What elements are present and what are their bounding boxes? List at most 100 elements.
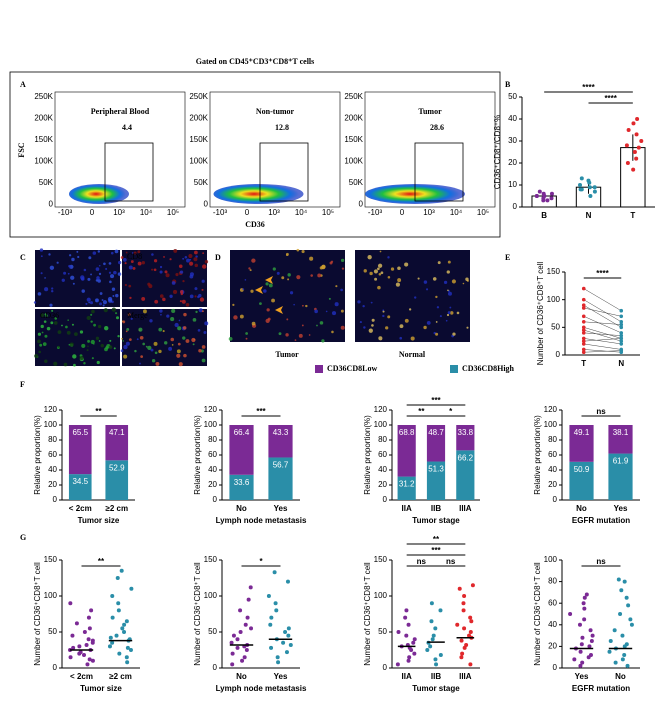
image-normal-speck: [380, 271, 384, 275]
point: [619, 320, 624, 324]
point: [411, 640, 416, 645]
image-dapi-speck: [51, 289, 54, 293]
image-dapi-speck: [81, 289, 85, 293]
point: [549, 191, 554, 196]
image-normal-speck: [423, 280, 428, 284]
point: [626, 128, 631, 132]
image-merge-speck: [121, 337, 123, 340]
point: [87, 626, 92, 631]
point: [619, 308, 624, 313]
point: [403, 615, 408, 620]
point: [114, 633, 119, 638]
image-cd36-speck: [90, 313, 93, 316]
point: [632, 150, 637, 154]
y-label: Number of CD36⁺CD8⁺T cell: [363, 562, 372, 666]
point: [428, 644, 433, 649]
image-tumor-speck: [340, 288, 343, 292]
image-normal-speck: [435, 321, 438, 323]
flow-y-tick: 150K: [189, 135, 208, 144]
image-normal-speck: [390, 267, 395, 271]
image-normal-speck: [417, 277, 420, 280]
image-dapi-speck: [77, 255, 80, 259]
image-normal-speck: [447, 311, 451, 314]
point: [470, 583, 475, 588]
y-tick-label: 40: [548, 620, 557, 629]
image-tumor-speck: [268, 283, 273, 288]
image-dapi-speck: [40, 272, 43, 275]
image-tumor-speck: [310, 274, 313, 277]
image-tumor-speck: [294, 339, 297, 342]
image-merge-speck: [153, 341, 158, 346]
point: [619, 348, 624, 353]
y-tick-label: 40: [208, 465, 217, 474]
image-tumor-speck: [265, 282, 269, 286]
image-tumor-speck: [287, 273, 291, 277]
flow-x-tick: 0: [245, 208, 250, 217]
image-cd8-speck: [159, 294, 164, 298]
y-tick-label: 100: [374, 591, 388, 600]
image-cd8-speck: [124, 283, 127, 287]
image-tumor-speck: [265, 318, 270, 324]
image-cd8-speck: [159, 265, 163, 269]
x-tick-label: < 2cm: [70, 672, 93, 681]
image-cd36-speck: [83, 361, 86, 365]
point: [620, 657, 625, 662]
image-cd8-speck: [162, 297, 166, 302]
image-tumor-speck: [272, 267, 276, 271]
image-cd8-speck: [180, 290, 184, 294]
flow-y-tick: 50K: [194, 178, 209, 187]
pair-line: [583, 350, 622, 353]
point: [619, 339, 624, 343]
point: [579, 176, 584, 181]
panel-a-ylabel: FSC: [17, 142, 26, 157]
bar-segment: [569, 461, 594, 500]
flow-x-tick: 10⁵: [322, 208, 334, 217]
image-cd36-speck: [65, 325, 68, 329]
image-dapi-speck: [97, 279, 101, 283]
point: [246, 597, 251, 602]
image-dapi-speck: [48, 253, 51, 256]
point: [107, 644, 112, 649]
image-tumor-speck: [341, 267, 345, 270]
image-label: Merge: [127, 311, 148, 320]
image-normal-speck: [382, 314, 385, 318]
image-merge-speck: [182, 326, 187, 330]
significance-label: ****: [582, 83, 595, 92]
bar-segment: [68, 474, 92, 500]
point: [238, 608, 243, 613]
point: [634, 156, 639, 161]
image-normal-speck: [426, 321, 431, 325]
image-cd8-speck: [178, 264, 183, 269]
image-tumor-speck: [249, 269, 252, 272]
flow-y-tick: 100K: [189, 157, 208, 166]
x-label: EGFR mutation: [572, 516, 630, 525]
image-normal-speck: [377, 267, 380, 271]
image-cd8-speck: [165, 273, 170, 278]
bar-segment: [229, 425, 254, 475]
point: [619, 331, 624, 335]
point: [122, 622, 127, 627]
image-cd36-speck: [38, 350, 42, 354]
image-merge-speck: [192, 317, 197, 322]
image-tumor-speck: [266, 308, 270, 312]
point: [431, 633, 436, 638]
image-merge-speck: [178, 362, 183, 367]
bar-segment: [105, 425, 129, 461]
value-label: 34.5: [72, 477, 88, 486]
point: [425, 648, 430, 652]
point: [580, 660, 585, 665]
image-dapi-speck: [97, 250, 101, 253]
image-tumor-speck: [331, 311, 337, 316]
image-merge-speck: [177, 326, 182, 331]
image-dapi-speck: [39, 248, 44, 252]
image-cd8-speck: [180, 292, 183, 296]
point: [581, 325, 586, 330]
value-label: 65.5: [72, 428, 88, 437]
pair-line: [583, 349, 622, 353]
image-merge-speck: [122, 320, 126, 324]
image-normal-speck: [377, 263, 383, 268]
image-tumor-speck: [286, 254, 288, 257]
image-normal-speck: [446, 313, 450, 317]
image-merge-speck: [183, 353, 187, 358]
image-merge-speck: [176, 353, 181, 358]
